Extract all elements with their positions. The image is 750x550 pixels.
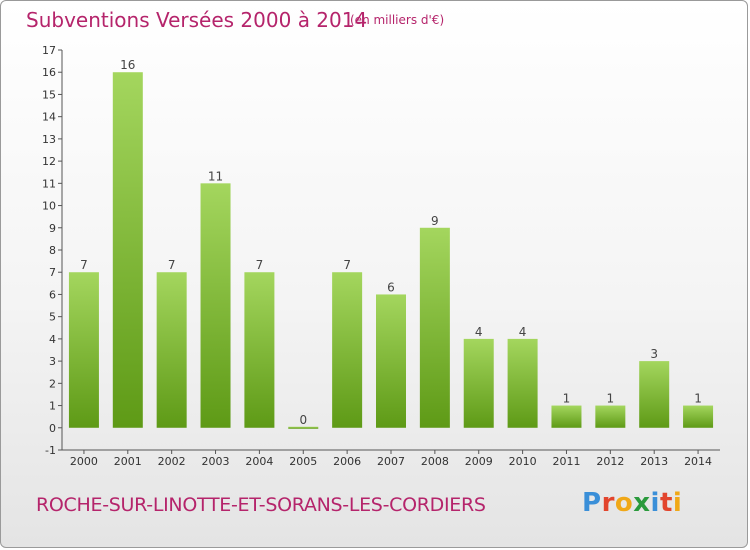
data-label-2010: 4 <box>519 325 527 339</box>
x-tick-label: 2012 <box>596 455 624 468</box>
x-tick-label: 2009 <box>465 455 493 468</box>
proxiti-logo[interactable]: Proxiti <box>582 488 683 518</box>
location-name: ROCHE-SUR-LINOTTE-ET-SORANS-LES-CORDIERS <box>36 494 486 516</box>
y-tick-label: 6 <box>49 288 56 301</box>
x-tick-label: 2004 <box>245 455 273 468</box>
y-tick-label: 15 <box>42 88 56 101</box>
y-tick-label: 3 <box>49 355 56 368</box>
y-tick-label: 12 <box>42 155 56 168</box>
data-label-2003: 11 <box>208 169 223 183</box>
y-tick-label: 5 <box>49 311 56 324</box>
y-tick-label: 2 <box>49 377 56 390</box>
bar-2005 <box>288 426 319 429</box>
bar-2010 <box>507 338 538 428</box>
x-tick-label: 2005 <box>289 455 317 468</box>
x-tick-label: 2002 <box>158 455 186 468</box>
x-tick-label: 2008 <box>421 455 449 468</box>
bar-2012 <box>595 405 626 428</box>
x-tick-label: 2000 <box>70 455 98 468</box>
x-tick-label: 2003 <box>202 455 230 468</box>
bar-2006 <box>332 272 363 428</box>
chart-title: Subventions Versées 2000 à 2014 <box>26 8 368 32</box>
data-label-2007: 6 <box>387 280 395 294</box>
x-tick-label: 2001 <box>114 455 142 468</box>
bar-2011 <box>551 405 582 428</box>
bar-2002 <box>156 272 187 428</box>
y-tick-label: 10 <box>42 200 56 213</box>
x-tick-label: 2007 <box>377 455 405 468</box>
bar-2004 <box>244 272 275 428</box>
data-label-2004: 7 <box>256 258 264 272</box>
y-tick-label: 13 <box>42 133 56 146</box>
data-label-2009: 4 <box>475 325 483 339</box>
x-tick-label: 2013 <box>640 455 668 468</box>
x-tick-label: 2010 <box>509 455 537 468</box>
y-tick-label: 8 <box>49 244 56 257</box>
y-tick-label: 17 <box>42 44 56 57</box>
x-tick-label: 2014 <box>684 455 712 468</box>
data-label-2013: 3 <box>650 347 658 361</box>
data-label-2012: 1 <box>607 392 615 406</box>
bar-2007 <box>376 294 406 428</box>
data-label-2006: 7 <box>343 258 351 272</box>
y-tick-label: -1 <box>45 444 56 457</box>
y-tick-label: 9 <box>49 222 56 235</box>
data-label-2011: 1 <box>563 392 571 406</box>
bar-2014 <box>683 405 714 428</box>
x-tick-label: 2006 <box>333 455 361 468</box>
y-tick-label: 11 <box>42 177 56 190</box>
y-tick-label: 7 <box>49 266 56 279</box>
data-label-2008: 9 <box>431 214 439 228</box>
bar-2003 <box>200 183 231 428</box>
bar-2001 <box>112 72 143 428</box>
y-tick-label: 4 <box>49 333 56 346</box>
x-tick-label: 2011 <box>552 455 580 468</box>
bar-2013 <box>639 361 670 428</box>
y-tick-label: 1 <box>49 400 56 413</box>
y-tick-label: 16 <box>42 66 56 79</box>
data-label-2000: 7 <box>80 258 88 272</box>
bar-2000 <box>68 272 99 428</box>
y-tick-label: 0 <box>49 422 56 435</box>
data-label-2002: 7 <box>168 258 176 272</box>
bar-2009 <box>463 338 494 428</box>
bar-2008 <box>419 227 450 428</box>
chart-subtitle: (en milliers d'€) <box>350 13 445 27</box>
y-tick-label: 14 <box>42 111 56 124</box>
data-label-2005: 0 <box>299 413 307 427</box>
data-label-2001: 16 <box>120 58 135 72</box>
data-label-2014: 1 <box>694 392 702 406</box>
